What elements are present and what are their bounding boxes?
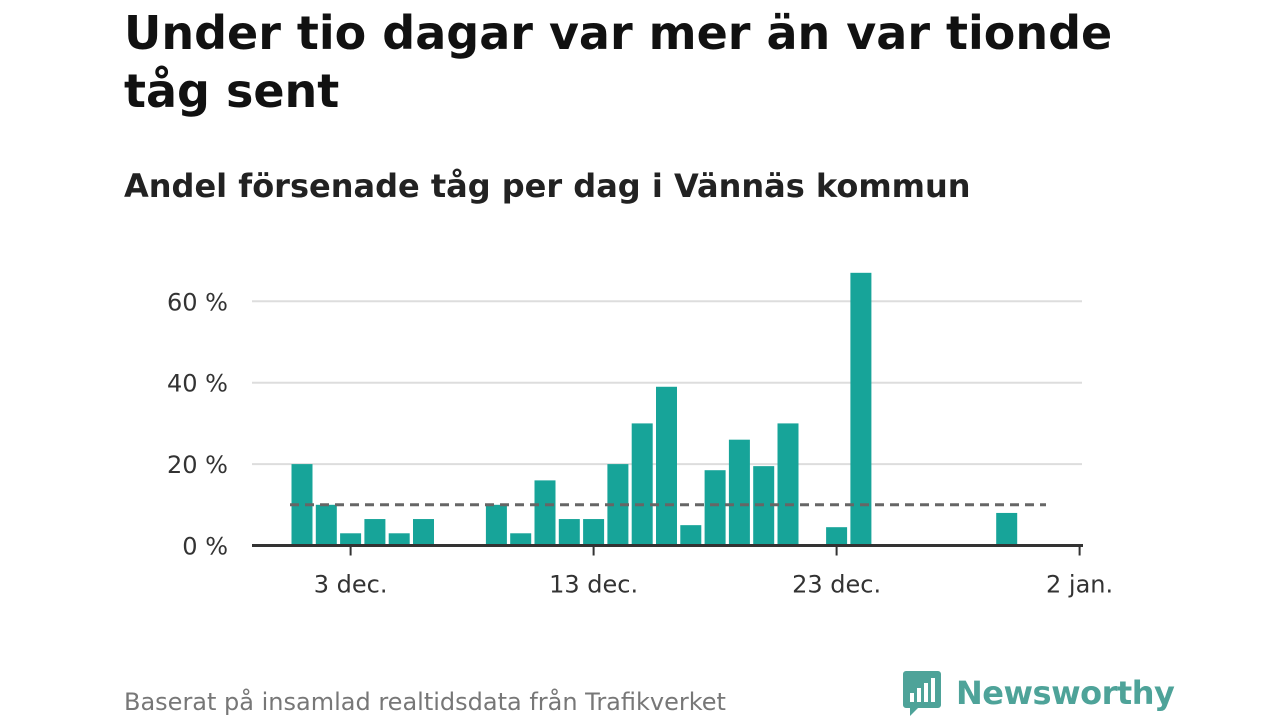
bar [728, 439, 750, 546]
y-tick-label: 60 % [167, 288, 228, 316]
bar [777, 423, 799, 546]
bar [534, 480, 556, 546]
newsworthy-logo-icon [903, 671, 941, 716]
newsworthy-logo: Newsworthy [902, 668, 1175, 718]
x-axis-ticks: 3 dec. 13 dec. 23 dec. 2 jan. [314, 545, 1113, 599]
bar [583, 519, 605, 546]
y-tick-label: 20 % [167, 451, 228, 479]
y-axis-ticks: 0 % 20 % 40 % 60 % [167, 288, 228, 560]
bar [413, 519, 434, 546]
bar [850, 272, 872, 546]
bar [510, 533, 532, 546]
bar [388, 533, 410, 546]
bar [680, 525, 702, 546]
bar-chart: 0 % 20 % 40 % 60 % 3 dec. 13 dec. 23 dec. 2 ja… [167, 272, 1113, 599]
bar [340, 533, 362, 546]
x-tick-label: 13 dec. [549, 571, 638, 599]
bar [364, 519, 386, 546]
bar [291, 464, 313, 546]
y-tick-label: 0 % [182, 533, 228, 561]
bar [826, 527, 848, 546]
bar [631, 423, 653, 546]
y-tick-label: 40 % [167, 370, 228, 398]
bar [656, 386, 677, 546]
chart-title: Under tio dagar var mer än var tionde tå… [124, 6, 1113, 118]
bar [607, 464, 629, 546]
x-tick-label: 2 jan. [1046, 571, 1113, 599]
bar [704, 470, 726, 546]
x-tick-label: 23 dec. [792, 571, 881, 599]
bar [996, 512, 1018, 546]
bar [558, 519, 580, 546]
bar [485, 504, 507, 546]
chart-subtitle: Andel försenade tåg per dag i Vännäs kom… [124, 167, 971, 205]
source-note: Baserat på insamlad realtidsdata från Tr… [124, 688, 726, 716]
x-tick-label: 3 dec. [314, 571, 388, 599]
bar [315, 504, 337, 546]
brand-name: Newsworthy [956, 674, 1175, 712]
